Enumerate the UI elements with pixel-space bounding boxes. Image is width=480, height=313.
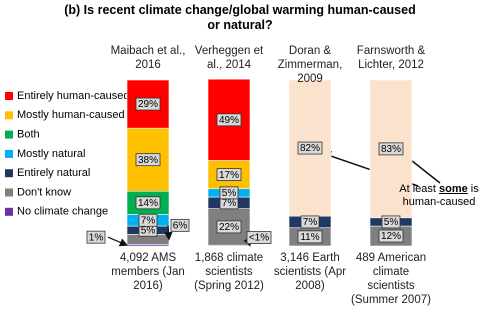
label-box [378, 142, 404, 156]
label-box [378, 229, 404, 243]
legend-swatch [5, 207, 13, 216]
value-label: 82% [300, 143, 320, 154]
value-label: 1% [89, 232, 104, 243]
annotation-text: is human-caused [402, 183, 479, 208]
label-box [170, 218, 190, 232]
legend-label: Entirely human-caused [17, 90, 130, 102]
x-tick-label: 489 American climate scientists (Summer … [351, 252, 431, 306]
legend-label: No climate change [17, 206, 108, 218]
label-box [297, 141, 323, 155]
x-tick-label: 4,092 AMS members (Jan 2016) [111, 252, 185, 292]
value-label: <1% [249, 233, 269, 244]
top-label: Verheggen et al., 2014 [194, 45, 264, 71]
value-label: 7% [141, 215, 156, 226]
legend-label: Mostly natural [17, 148, 85, 160]
top-label: Maibach et al., 2016 [110, 45, 186, 71]
label-box [138, 213, 158, 227]
label-box [135, 153, 161, 167]
legend-swatch [5, 92, 13, 100]
legend-label: Mostly human-caused [17, 109, 125, 121]
value-label: 49% [219, 115, 239, 126]
value-label: 11% [300, 232, 319, 243]
value-label: 38% [138, 155, 158, 166]
value-label: 7% [303, 217, 318, 228]
label-box [216, 168, 242, 182]
value-label: 5% [222, 188, 237, 199]
value-label: 17% [219, 170, 239, 181]
top-label: Farnsworth & Lichter, 2012 [356, 45, 426, 71]
label-box [135, 97, 161, 111]
value-label: 29% [138, 99, 158, 110]
annotation-text: At least [399, 183, 439, 195]
bar-segment [207, 160, 251, 190]
annotation: At least some is human-caused [398, 183, 480, 209]
label-box [86, 230, 106, 244]
label-box [219, 186, 239, 200]
label-box [216, 220, 242, 234]
legend-label: Both [17, 129, 40, 141]
legend-swatch [5, 169, 13, 178]
legend-label: Don't know [17, 186, 71, 198]
value-label: 6% [173, 221, 188, 232]
label-box [135, 196, 161, 210]
chart-title: (b) Is recent climate change/global warm… [64, 3, 416, 32]
x-tick-label: 1,868 climate scientists (Spring 2012) [194, 252, 264, 292]
legend-swatch [5, 188, 13, 197]
x-tick-label: 3,146 Earth scientists (Apr 2008) [273, 252, 347, 292]
value-label: 83% [381, 144, 401, 155]
value-label: 14% [138, 198, 158, 209]
label-box [216, 113, 242, 127]
label-box [297, 230, 323, 244]
label-box [381, 215, 401, 229]
value-label: 12% [381, 231, 401, 242]
legend-label: Entirely natural [17, 167, 90, 179]
value-label: 7% [222, 198, 237, 209]
label-arrow [164, 225, 173, 241]
legend-swatch [5, 111, 13, 120]
legend-swatch [5, 149, 13, 158]
label-box [246, 231, 272, 244]
value-label: 5% [141, 225, 156, 236]
top-label: Doran & Zimmerman, 2009 [277, 45, 343, 85]
label-box [300, 215, 320, 229]
label-arrow [107, 236, 129, 247]
value-label: 22% [219, 222, 239, 233]
value-label: 5% [384, 217, 399, 228]
legend-swatch [5, 130, 13, 139]
annotation-text: some [439, 183, 468, 195]
